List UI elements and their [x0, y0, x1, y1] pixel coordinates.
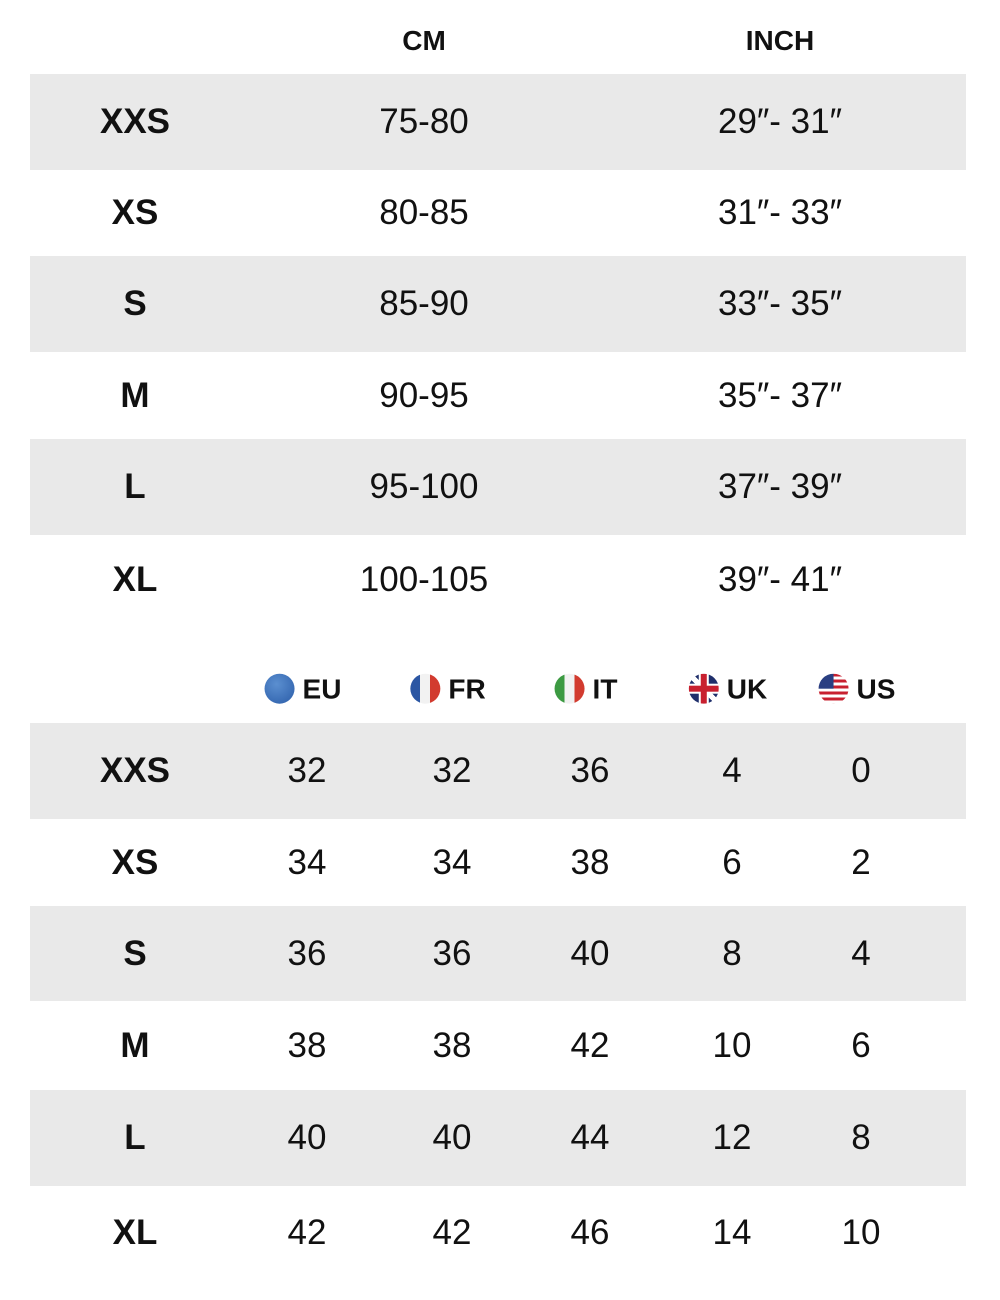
size-value: 40	[287, 1118, 327, 1157]
size-label: L	[124, 467, 146, 506]
size-label: XL	[112, 1213, 158, 1252]
size-value: 34	[432, 842, 472, 882]
size-value: 46	[570, 1213, 610, 1252]
size-value: 32	[287, 751, 327, 790]
table-row: S 85-90 33″- 35″	[30, 256, 966, 352]
measurement-value: 29″- 31″	[717, 102, 843, 141]
uk-flag-icon	[688, 673, 719, 704]
size-value: 36	[287, 933, 327, 973]
size-value: 38	[432, 1025, 472, 1065]
conversion-table-header: EU FR IT UK US	[30, 664, 966, 716]
size-label: M	[120, 375, 150, 415]
measurement-value: 75-80	[379, 102, 469, 141]
size-value: 42	[287, 1213, 327, 1252]
size-value: 12	[712, 1118, 752, 1157]
country-label: UK	[726, 673, 768, 705]
size-value: 40	[570, 933, 610, 973]
italy-flag-icon	[554, 673, 585, 704]
measurement-value: 80-85	[379, 193, 469, 232]
measurement-value: 35″- 37″	[717, 375, 843, 415]
size-value: 38	[287, 1025, 327, 1065]
body-table-header: CM INCH	[30, 18, 966, 64]
table-row: XL 100-105 39″- 41″	[30, 535, 966, 625]
measurement-value: 95-100	[369, 467, 479, 506]
column-header: INCH	[745, 25, 815, 56]
size-value: 36	[570, 751, 610, 790]
size-value: 38	[570, 842, 610, 882]
size-value: 10	[841, 1213, 881, 1252]
size-label: XS	[111, 193, 159, 232]
size-label: XXS	[99, 102, 171, 141]
table-row: M 90-95 35″- 37″	[30, 352, 966, 439]
table-row: L 95-100 37″- 39″	[30, 439, 966, 535]
size-value: 0	[851, 751, 871, 790]
table-row: XS 80-85 31″- 33″	[30, 170, 966, 256]
size-value: 34	[287, 842, 327, 882]
size-label: S	[123, 284, 147, 323]
size-label: XL	[112, 560, 158, 599]
column-header: FR	[410, 673, 486, 707]
country-label: EU	[302, 673, 342, 705]
column-header: UK	[688, 673, 768, 707]
column-header: IT	[554, 673, 618, 707]
column-header: CM	[402, 25, 446, 56]
measurement-value: 39″- 41″	[717, 560, 843, 599]
us-flag-icon	[818, 673, 849, 704]
france-flag-icon	[410, 673, 441, 704]
table-row: S 36 36 40 8 4	[30, 906, 966, 1001]
table-row: M 38 38 42 10 6	[30, 1001, 966, 1090]
size-value: 42	[570, 1025, 610, 1065]
size-value: 32	[432, 751, 472, 790]
size-value: 8	[722, 933, 742, 973]
size-label: S	[123, 933, 147, 973]
size-value: 36	[432, 933, 472, 973]
table-row: XL 42 42 46 14 10	[30, 1186, 966, 1280]
eu-flag-icon	[264, 673, 295, 704]
size-value: 42	[432, 1213, 472, 1252]
size-value: 6	[722, 842, 742, 882]
measurement-value: 90-95	[379, 375, 469, 415]
table-row: XXS 75-80 29″- 31″	[30, 74, 966, 170]
country-label: FR	[448, 673, 486, 705]
table-row: XS 34 34 38 6 2	[30, 819, 966, 906]
size-value: 4	[722, 751, 742, 790]
column-header: US	[818, 673, 896, 707]
size-label: L	[124, 1118, 146, 1157]
size-label: XXS	[99, 751, 171, 790]
size-label: M	[120, 1025, 150, 1065]
size-label: XS	[111, 842, 159, 882]
size-value: 40	[432, 1118, 472, 1157]
size-value: 2	[851, 842, 871, 882]
country-label: US	[856, 673, 896, 705]
table-row: XXS 32 32 36 4 0	[30, 723, 966, 819]
size-value: 14	[712, 1213, 752, 1252]
measurement-value: 85-90	[379, 284, 469, 323]
column-header: EU	[264, 673, 342, 707]
measurement-value: 31″- 33″	[717, 193, 843, 232]
size-value: 44	[570, 1118, 610, 1157]
measurement-value: 100-105	[359, 560, 489, 599]
measurement-value: 33″- 35″	[717, 284, 843, 323]
measurement-value: 37″- 39″	[717, 467, 843, 506]
country-label: IT	[592, 673, 618, 705]
table-row: L 40 40 44 12 8	[30, 1090, 966, 1186]
size-value: 6	[851, 1025, 871, 1065]
size-value: 10	[712, 1025, 752, 1065]
size-value: 4	[851, 933, 871, 973]
size-value: 8	[851, 1118, 871, 1157]
